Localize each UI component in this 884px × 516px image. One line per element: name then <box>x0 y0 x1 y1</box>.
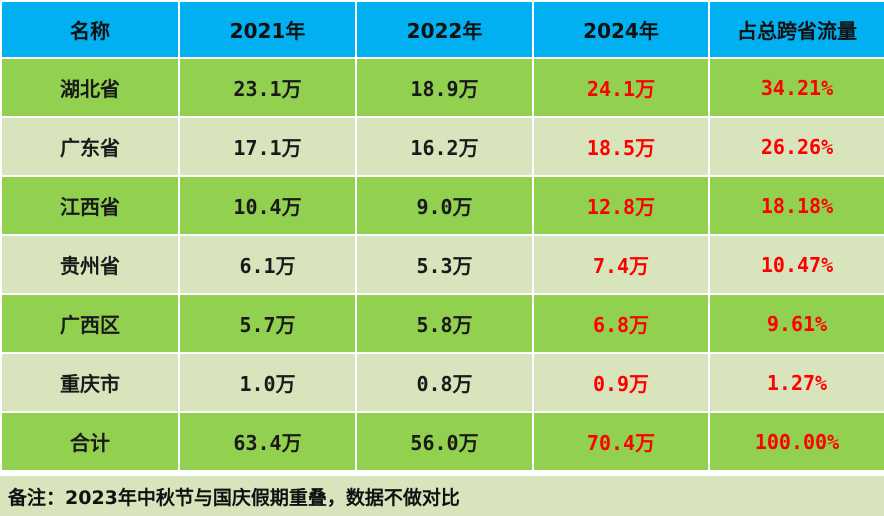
footnote: 备注：2023年中秋节与国庆假期重叠，数据不做对比 <box>0 474 884 516</box>
cell-2024: 6.8万 <box>532 293 710 354</box>
cell-2021: 10.4万 <box>178 175 357 236</box>
table-header-row: 名称 2021年 2022年 2024年 占总跨省流量 <box>0 0 884 59</box>
cell-2022: 9.0万 <box>355 175 534 236</box>
cell-2022: 18.9万 <box>355 57 534 118</box>
cell-name: 湖北省 <box>0 57 180 118</box>
cell-2021: 5.7万 <box>178 293 357 354</box>
table-row: 广东省 17.1万 16.2万 18.5万 26.26% <box>0 116 884 177</box>
header-name: 名称 <box>0 0 180 59</box>
cell-name: 江西省 <box>0 175 180 236</box>
data-table: 名称 2021年 2022年 2024年 占总跨省流量 湖北省 23.1万 18… <box>0 0 884 472</box>
cell-2024: 0.9万 <box>532 352 710 413</box>
header-2024: 2024年 <box>532 0 710 59</box>
cell-share: 1.27% <box>708 352 884 413</box>
cell-share: 26.26% <box>708 116 884 177</box>
cell-name: 广东省 <box>0 116 180 177</box>
cell-2022: 16.2万 <box>355 116 534 177</box>
cell-share: 100.00% <box>708 411 884 472</box>
header-share: 占总跨省流量 <box>708 0 884 59</box>
cell-share: 9.61% <box>708 293 884 354</box>
table-total-row: 合计 63.4万 56.0万 70.4万 100.00% <box>0 411 884 472</box>
cell-2021: 6.1万 <box>178 234 357 295</box>
cell-2021: 23.1万 <box>178 57 357 118</box>
cell-2021: 17.1万 <box>178 116 357 177</box>
cell-2024: 7.4万 <box>532 234 710 295</box>
cell-name: 广西区 <box>0 293 180 354</box>
table-row: 江西省 10.4万 9.0万 12.8万 18.18% <box>0 175 884 236</box>
cell-share: 10.47% <box>708 234 884 295</box>
cell-name: 合计 <box>0 411 180 472</box>
cell-2024: 18.5万 <box>532 116 710 177</box>
cell-name: 重庆市 <box>0 352 180 413</box>
cell-2022: 5.8万 <box>355 293 534 354</box>
table-row: 广西区 5.7万 5.8万 6.8万 9.61% <box>0 293 884 354</box>
cell-2022: 5.3万 <box>355 234 534 295</box>
table-row: 重庆市 1.0万 0.8万 0.9万 1.27% <box>0 352 884 413</box>
cell-2022: 56.0万 <box>355 411 534 472</box>
cell-2021: 63.4万 <box>178 411 357 472</box>
cell-2024: 70.4万 <box>532 411 710 472</box>
header-2022: 2022年 <box>355 0 534 59</box>
cell-2022: 0.8万 <box>355 352 534 413</box>
cell-name: 贵州省 <box>0 234 180 295</box>
table-row: 湖北省 23.1万 18.9万 24.1万 34.21% <box>0 57 884 118</box>
cell-2024: 24.1万 <box>532 57 710 118</box>
cell-2024: 12.8万 <box>532 175 710 236</box>
header-2021: 2021年 <box>178 0 357 59</box>
cell-share: 18.18% <box>708 175 884 236</box>
cell-share: 34.21% <box>708 57 884 118</box>
table-row: 贵州省 6.1万 5.3万 7.4万 10.47% <box>0 234 884 295</box>
cell-2021: 1.0万 <box>178 352 357 413</box>
